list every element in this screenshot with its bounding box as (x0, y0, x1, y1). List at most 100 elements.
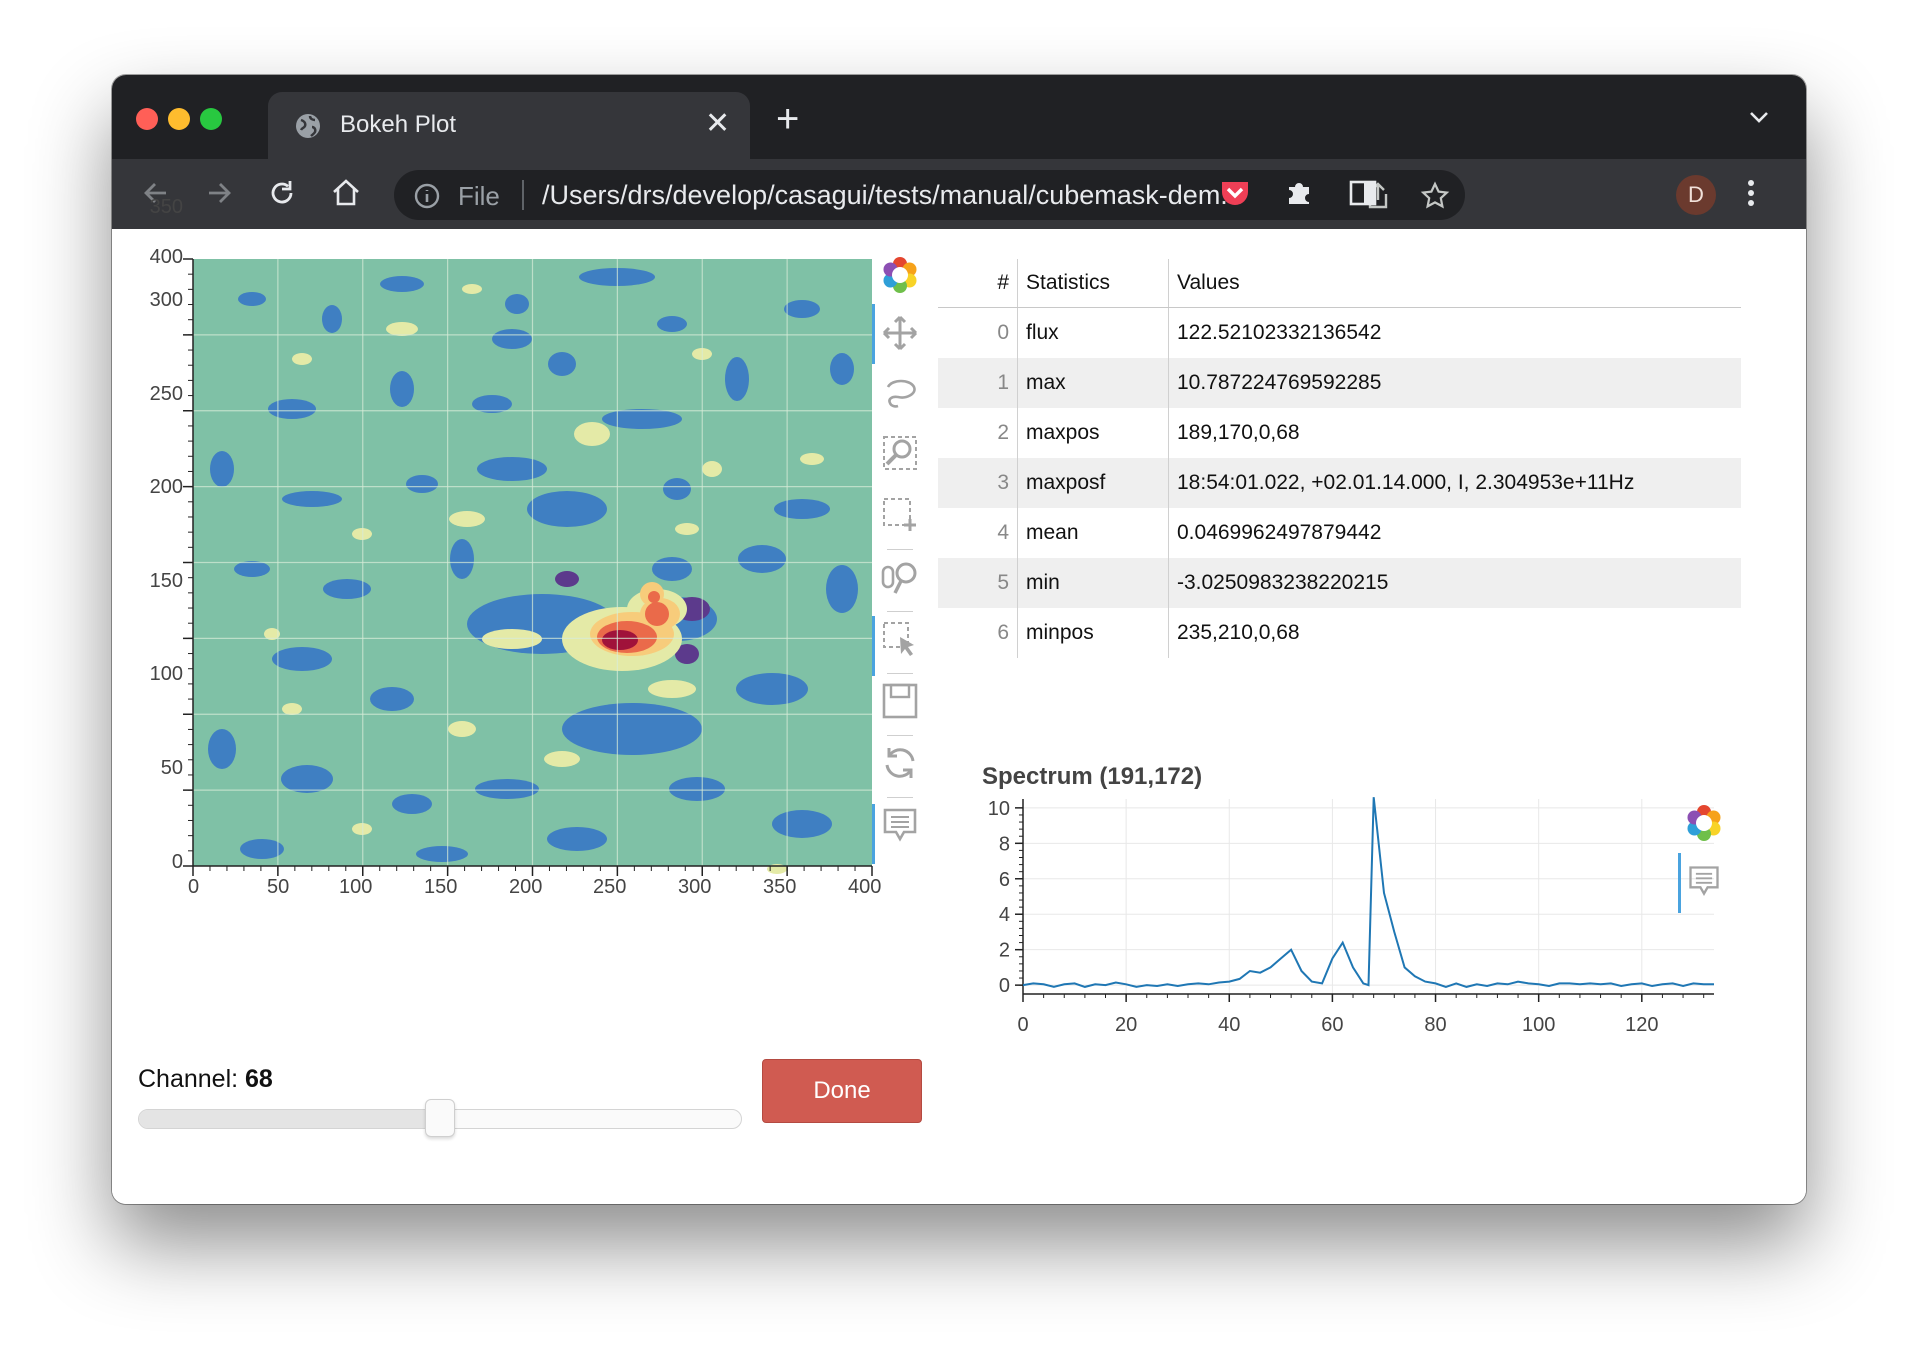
bokeh-logo-icon[interactable] (1684, 803, 1724, 843)
index-column-header[interactable]: # (938, 259, 1018, 308)
image-y-tick: 0 (171, 851, 183, 873)
browser-toolbar: File /Users/drs/develop/casagui/tests/ma… (112, 159, 1806, 229)
hover-icon[interactable] (1686, 863, 1722, 899)
statistics-column-header[interactable]: Statistics (1017, 259, 1169, 308)
zoom-window-button[interactable] (200, 108, 222, 130)
channel-value: 68 (245, 1065, 273, 1093)
reset-icon[interactable] (880, 743, 920, 783)
channel-label: Channel: 68 (138, 1065, 273, 1094)
row-index: 5 (938, 558, 1018, 608)
zoom-icon[interactable] (880, 433, 920, 473)
image-plot[interactable] (112, 229, 1032, 919)
new-tab-button[interactable]: + (776, 97, 800, 141)
image-grid (193, 259, 872, 866)
browser-menu-icon[interactable] (1744, 177, 1758, 209)
close-tab-icon[interactable]: ✕ (705, 107, 731, 140)
image-x-tick: 150 (424, 876, 458, 898)
active-tool-indicator (872, 304, 875, 364)
reload-icon[interactable] (266, 177, 298, 209)
image-x-tick: 100 (339, 876, 373, 898)
tab-search-chevron-icon[interactable] (1748, 109, 1770, 125)
tap-select-icon[interactable] (880, 619, 920, 659)
active-tool-indicator (872, 616, 875, 676)
extensions-puzzle-icon[interactable] (1283, 177, 1315, 209)
image-y-tick: 300 (149, 289, 183, 311)
info-icon[interactable] (414, 183, 440, 209)
spectrum-tick-labels: 0 20 40 60 80 100 120 0 2 4 6 8 10 (988, 798, 1659, 1036)
spectrum-x-tick-label: 120 (1625, 1014, 1658, 1036)
back-icon[interactable] (140, 177, 172, 209)
done-button[interactable]: Done (762, 1059, 922, 1123)
wheel-zoom-icon[interactable] (880, 557, 920, 597)
spectrum-x-tick-label: 20 (1115, 1014, 1137, 1036)
tab-bokeh-plot[interactable]: Bokeh Plot ✕ (268, 92, 750, 159)
box-select-icon[interactable] (880, 495, 920, 535)
table-row[interactable]: 3 maxposf 18:54:01.022, +02.01.14.000, I… (938, 458, 1741, 508)
spectrum-x-tick-label: 60 (1321, 1014, 1343, 1036)
tab-strip: Bokeh Plot ✕ + (112, 75, 1806, 159)
lasso-select-icon[interactable] (880, 373, 920, 413)
values-column-header[interactable]: Values (1168, 259, 1741, 308)
bookmark-star-icon[interactable] (1420, 181, 1450, 211)
stat-name: maxposf (1017, 458, 1169, 508)
statistics-table[interactable]: # Statistics Values 0 flux 122.521023321… (938, 259, 1741, 658)
pocket-icon[interactable] (1218, 177, 1252, 209)
image-y-tick: 350 (149, 196, 183, 218)
spectrum-x-tick-label: 0 (1017, 1014, 1028, 1036)
spectrum-y-tick-label: 6 (999, 869, 1010, 891)
table-row[interactable]: 5 min -3.0250983238220215 (938, 558, 1741, 608)
profile-avatar[interactable]: D (1676, 175, 1716, 215)
table-row[interactable]: 1 max 10.787224769592285 (938, 358, 1741, 408)
active-tool-indicator (1678, 853, 1681, 913)
file-scheme-label: File (458, 181, 500, 211)
image-x-tick: 250 (593, 876, 627, 898)
spectrum-points (1022, 797, 1715, 987)
stat-value: 0.0469962497879442 (1177, 521, 1382, 544)
image-axes (183, 258, 873, 876)
address-bar[interactable]: File /Users/drs/develop/casagui/tests/ma… (394, 170, 1465, 220)
close-window-button[interactable] (136, 108, 158, 130)
stat-name: flux (1017, 307, 1169, 358)
minimize-window-button[interactable] (168, 108, 190, 130)
table-row[interactable]: 6 minpos 235,210,0,68 (938, 608, 1741, 658)
image-y-tick: 200 (149, 476, 183, 498)
toolbar-divider (887, 735, 913, 736)
spectrum-y-tick-label: 2 (999, 940, 1010, 962)
forward-icon[interactable] (203, 177, 235, 209)
spectrum-x-tick-label: 100 (1522, 1014, 1555, 1036)
save-icon[interactable] (880, 681, 920, 721)
toolbar-divider (887, 673, 913, 674)
spectrum-grid (1022, 799, 1714, 994)
globe-icon (296, 114, 320, 138)
table-row[interactable]: 4 mean 0.0469962497879442 (938, 508, 1741, 558)
image-x-tick: 200 (509, 876, 543, 898)
channel-slider-fill (139, 1110, 440, 1128)
home-icon[interactable] (330, 177, 362, 209)
image-x-tick: 0 (188, 876, 200, 898)
table-header-row: # Statistics Values (938, 259, 1741, 308)
side-panel-icon[interactable] (1347, 177, 1379, 209)
spectrum-axes (1015, 799, 1714, 1002)
table-row[interactable]: 2 maxpos 189,170,0,68 (938, 408, 1741, 458)
channel-label-text: Channel: (138, 1065, 246, 1093)
spectrum-plot[interactable]: 0 20 40 60 80 100 120 0 2 4 6 8 10 (932, 789, 1792, 1059)
toolbar-divider (887, 797, 913, 798)
spectrum-y-tick-label: 4 (999, 904, 1010, 926)
stat-value: 189,170,0,68 (1177, 421, 1300, 444)
url-text[interactable]: /Users/drs/develop/casagui/tests/manual/… (542, 180, 1243, 210)
row-index: 3 (938, 458, 1018, 508)
row-index: 6 (938, 608, 1018, 658)
bokeh-logo-icon[interactable] (880, 255, 920, 295)
image-x-tick: 50 (267, 876, 290, 898)
image-y-tick: 150 (149, 570, 183, 592)
stat-value: 10.787224769592285 (1168, 358, 1741, 408)
contour-blobs (208, 268, 858, 874)
row-index: 2 (938, 408, 1018, 458)
pan-icon[interactable] (880, 313, 920, 353)
stat-value: 122.52102332136542 (1177, 321, 1382, 344)
omnibox-divider (522, 180, 524, 210)
stat-name: minpos (1017, 608, 1169, 658)
hover-icon[interactable] (880, 805, 920, 845)
channel-slider-handle[interactable] (425, 1099, 455, 1137)
table-row[interactable]: 0 flux 122.52102332136542 (938, 307, 1741, 358)
